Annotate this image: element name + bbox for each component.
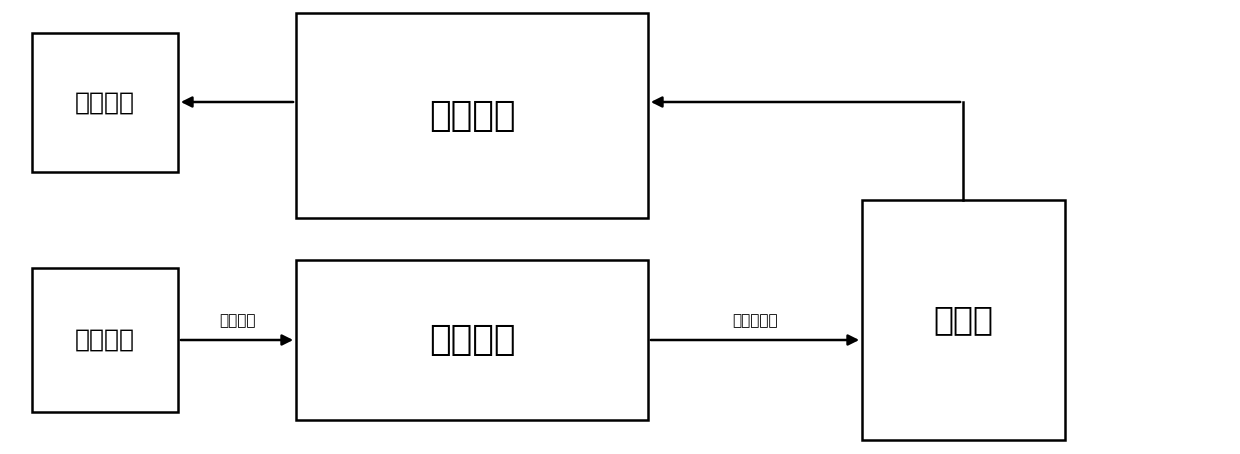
Bar	[862, 200, 1065, 440]
Text: 温度信号: 温度信号	[218, 313, 255, 328]
Text: 测温元件: 测温元件	[74, 328, 135, 352]
Text: 采集模块: 采集模块	[429, 323, 516, 357]
Text: 温度数字量: 温度数字量	[732, 313, 777, 328]
Bar	[32, 33, 179, 172]
Text: 加热元件: 加热元件	[74, 90, 135, 114]
Bar	[32, 268, 179, 412]
Text: 控制模块: 控制模块	[429, 99, 516, 133]
Bar	[296, 13, 649, 218]
Bar	[296, 260, 649, 420]
Text: 工控机: 工控机	[934, 304, 993, 336]
